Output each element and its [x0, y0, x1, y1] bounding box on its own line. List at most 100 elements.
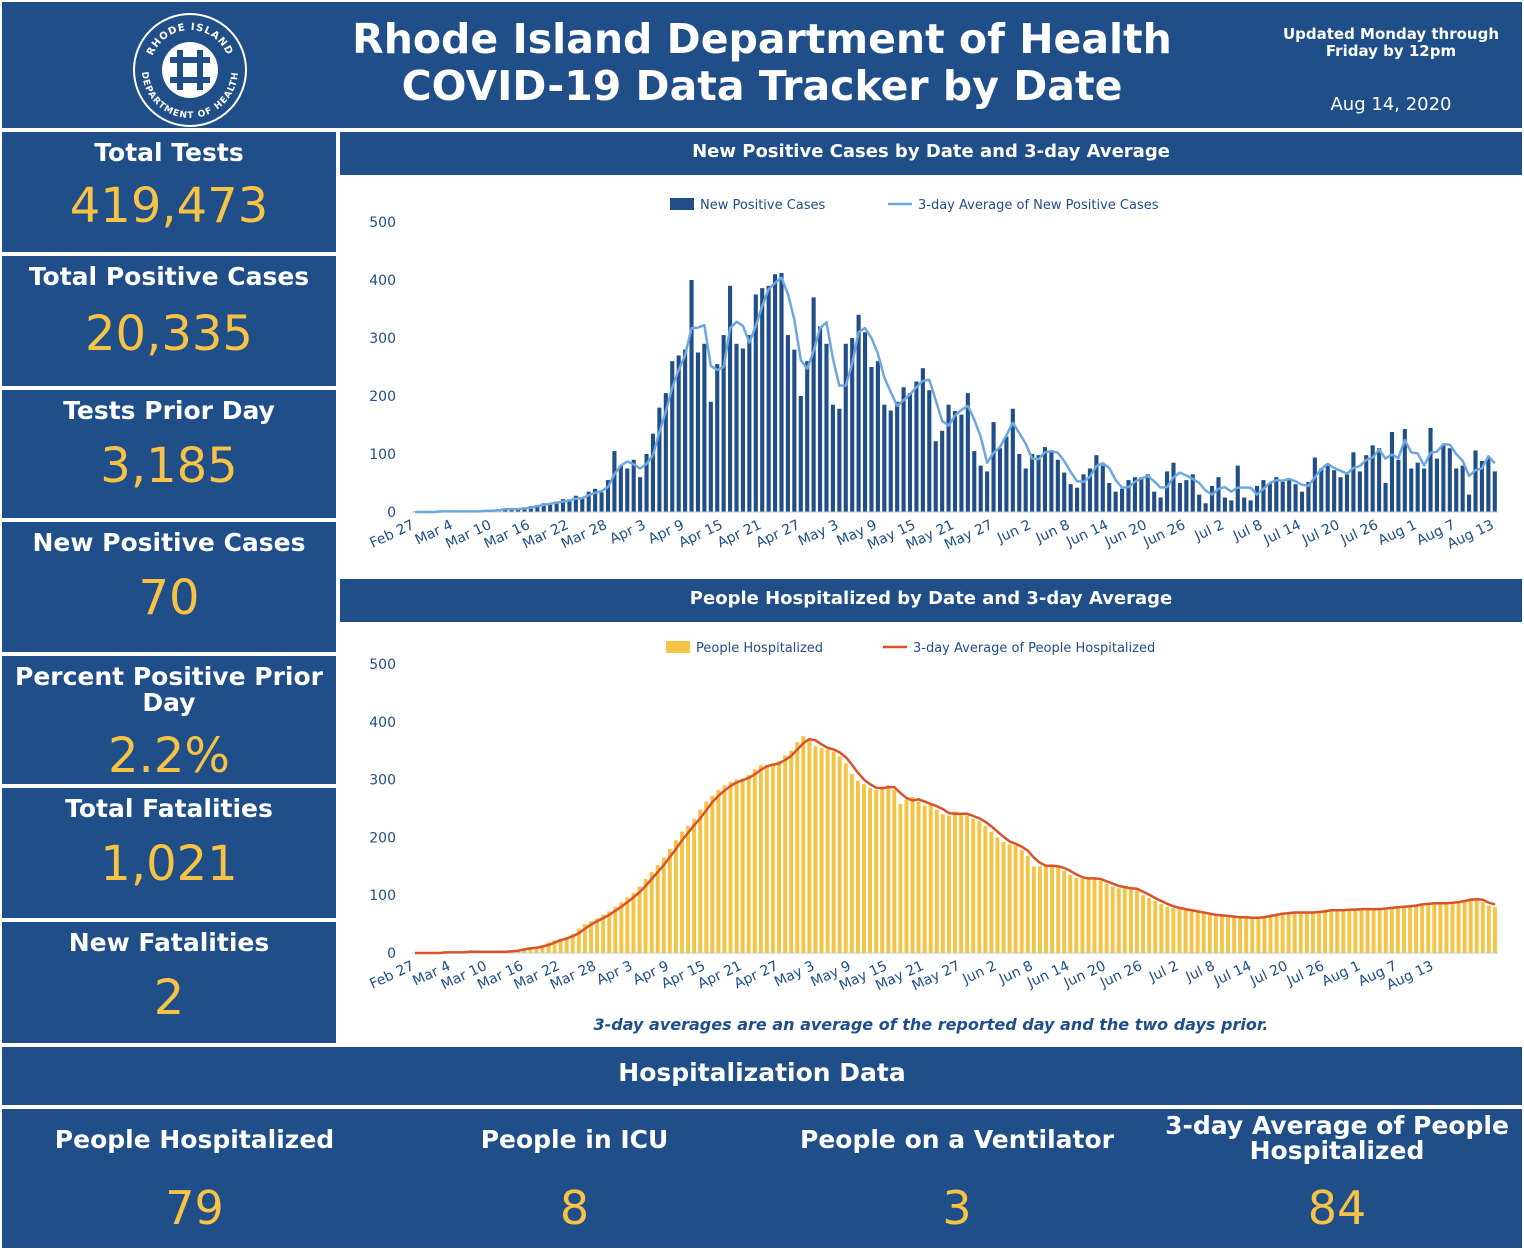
bar — [1420, 903, 1425, 953]
bar — [1426, 903, 1431, 953]
bar — [715, 364, 720, 512]
bar — [752, 769, 757, 953]
x-tick-label: Jul 20 — [1247, 958, 1290, 989]
stat-label: People Hospitalized — [54, 1125, 335, 1154]
bar — [940, 814, 945, 953]
page-title: Rhode Island Department of Health COVID-… — [302, 16, 1222, 110]
card-label: Tests Prior Day — [63, 396, 275, 425]
bar — [1229, 500, 1234, 512]
stat-value: 3 — [942, 1181, 972, 1235]
bar — [1153, 900, 1158, 953]
bar — [1031, 866, 1036, 953]
bar — [1306, 481, 1311, 512]
bar — [734, 779, 739, 953]
x-tick-label: May 3 — [796, 517, 841, 549]
bar — [625, 468, 630, 512]
y-tick-label: 100 — [369, 447, 396, 463]
y-tick-label: 200 — [369, 389, 396, 405]
bar — [1248, 500, 1253, 512]
bar — [1250, 918, 1255, 953]
bar — [843, 763, 848, 953]
bar — [916, 801, 921, 953]
bar — [920, 368, 925, 512]
bar — [849, 773, 854, 953]
y-tick-label: 300 — [369, 773, 396, 789]
bar — [856, 314, 861, 512]
bar — [599, 492, 604, 512]
bar — [1171, 907, 1176, 953]
x-tick-label: Jul 26 — [1338, 517, 1381, 549]
bar — [1036, 455, 1041, 512]
bar — [862, 784, 866, 953]
bar — [657, 407, 662, 512]
bar — [922, 805, 927, 953]
bar — [760, 288, 765, 512]
bar — [686, 825, 690, 953]
bar — [901, 387, 906, 512]
hosp-chart-title: People Hospitalized by Date and 3-day Av… — [689, 588, 1173, 609]
bar — [882, 404, 887, 512]
bar — [927, 390, 932, 512]
bar — [1177, 483, 1182, 512]
bar — [1473, 450, 1478, 512]
card-total-fatalities: Total Fatalities 1,021 — [0, 786, 338, 920]
bar — [710, 795, 715, 953]
bar — [795, 742, 800, 953]
x-tick-label: Jul 20 — [1299, 517, 1342, 548]
bar — [1402, 906, 1406, 953]
bar — [605, 480, 611, 512]
card-new-fatalities: New Fatalities 2 — [0, 920, 338, 1045]
y-tick-label: 500 — [369, 657, 396, 673]
cases-chart-title-band: New Positive Cases by Date and 3-day Ave… — [338, 130, 1524, 177]
x-tick-label: Jun 14 — [1063, 517, 1111, 551]
bar — [1293, 484, 1298, 512]
bar — [1438, 902, 1443, 953]
bar — [708, 401, 713, 512]
bar — [779, 273, 784, 512]
bar — [1007, 844, 1012, 953]
y-tick-label: 400 — [369, 715, 396, 731]
bar — [1317, 911, 1321, 953]
bar — [1389, 906, 1394, 953]
bar — [1268, 914, 1273, 953]
x-tick-label: Apr 21 — [715, 517, 764, 551]
bar — [1132, 477, 1137, 512]
bar — [1086, 877, 1091, 953]
bar — [764, 765, 769, 953]
bar — [1197, 494, 1202, 512]
bar — [1365, 909, 1370, 953]
bar — [1351, 452, 1356, 512]
bar — [946, 404, 951, 512]
bar — [1116, 888, 1121, 953]
bar — [509, 509, 514, 512]
bar — [798, 396, 803, 512]
bar — [1056, 867, 1061, 953]
bar — [740, 348, 745, 512]
bar — [1158, 497, 1163, 512]
bar — [631, 459, 636, 512]
bar — [843, 343, 848, 512]
bar — [1493, 907, 1497, 953]
legend-label: People Hospitalized — [696, 641, 823, 656]
ri-health-seal-icon: RHODE ISLAND DEPARTMENT OF HEALTH — [133, 13, 247, 127]
bar — [570, 933, 575, 953]
bar — [1129, 889, 1133, 953]
bar — [1074, 877, 1079, 953]
stat-value: 79 — [165, 1181, 224, 1235]
bar — [1201, 913, 1206, 953]
bar — [940, 430, 945, 512]
bar — [560, 499, 566, 512]
bar — [607, 911, 612, 953]
bar — [855, 780, 860, 953]
bar — [695, 352, 701, 512]
bar — [1141, 895, 1146, 953]
bar — [1479, 460, 1484, 512]
bar — [880, 786, 885, 953]
bar — [1292, 912, 1297, 953]
card-value: 70 — [138, 570, 200, 626]
bar — [567, 500, 572, 512]
bar — [1383, 483, 1388, 512]
bar — [1432, 903, 1437, 953]
bar — [1474, 899, 1479, 953]
